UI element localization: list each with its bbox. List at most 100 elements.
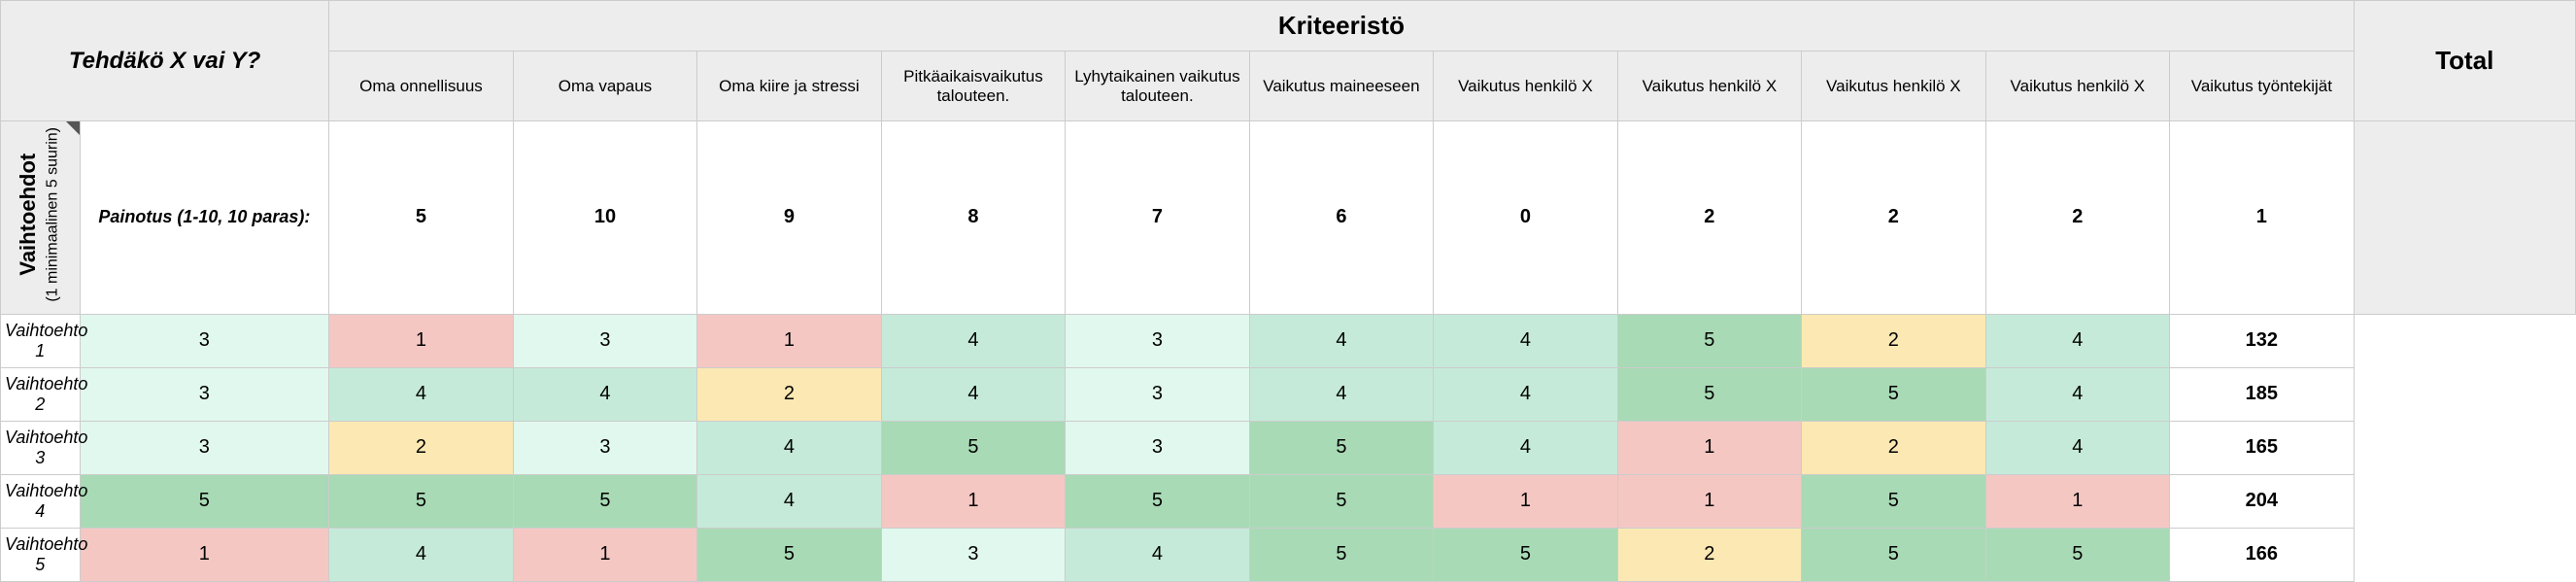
score-cell: 3: [1066, 367, 1249, 421]
score-cell: 4: [1985, 367, 2169, 421]
score-cell: 2: [1617, 528, 1801, 581]
option-row: Vaihtoehto 514153455255166: [1, 528, 2576, 581]
score-cell: 3: [1066, 314, 1249, 367]
weight-4: 7: [1066, 121, 1249, 315]
option-total: 165: [2170, 421, 2355, 474]
score-cell: 4: [1985, 314, 2169, 367]
score-cell: 3: [513, 421, 696, 474]
side-sub-text: (1 minimaalinen 5 suurin): [44, 127, 60, 302]
weight-9: 2: [1985, 121, 2169, 315]
score-cell: 1: [881, 474, 1065, 528]
score-cell: 5: [1249, 421, 1433, 474]
option-total: 166: [2170, 528, 2355, 581]
score-cell: 1: [1434, 474, 1617, 528]
score-cell: 3: [513, 314, 696, 367]
total-header: Total: [2354, 1, 2575, 121]
criteria-title: Kriteeristö: [329, 1, 2354, 51]
weight-6: 0: [1434, 121, 1617, 315]
score-cell: 2: [329, 421, 513, 474]
score-cell: 1: [329, 314, 513, 367]
score-cell: 1: [1617, 474, 1801, 528]
score-cell: 3: [1066, 421, 1249, 474]
score-cell: 4: [1985, 421, 2169, 474]
weight-10: 1: [2170, 121, 2355, 315]
score-cell: 5: [1249, 474, 1433, 528]
score-cell: 5: [1249, 528, 1433, 581]
criteria-col-7: Vaikutus henkilö X: [1617, 51, 1801, 121]
weight-7: 2: [1617, 121, 1801, 315]
weights-total-blank: [2354, 121, 2575, 315]
score-cell: 3: [80, 421, 329, 474]
score-cell: 5: [881, 421, 1065, 474]
score-cell: 3: [881, 528, 1065, 581]
criteria-col-3: Pitkäaikaisvaikutus talouteen.: [881, 51, 1065, 121]
question-header: Tehdäkö X vai Y?: [1, 1, 329, 121]
score-cell: 5: [329, 474, 513, 528]
score-cell: 4: [1066, 528, 1249, 581]
score-cell: 4: [1249, 367, 1433, 421]
score-cell: 2: [697, 367, 881, 421]
criteria-col-6: Vaikutus henkilö X: [1434, 51, 1617, 121]
weight-5: 6: [1249, 121, 1433, 315]
score-cell: 1: [513, 528, 696, 581]
option-row: Vaihtoehto 131314344524132: [1, 314, 2576, 367]
option-label: Vaihtoehto 5: [1, 528, 81, 581]
score-cell: 5: [513, 474, 696, 528]
score-cell: 3: [80, 314, 329, 367]
option-row: Vaihtoehto 332345354124165: [1, 421, 2576, 474]
weight-8: 2: [1802, 121, 1985, 315]
side-main-text: Vaihtoehdot: [16, 154, 40, 276]
score-cell: 5: [80, 474, 329, 528]
score-cell: 5: [1617, 314, 1801, 367]
weight-0: 5: [329, 121, 513, 315]
decision-matrix-table: Tehdäkö X vai Y? Kriteeristö Total Oma o…: [0, 0, 2576, 582]
criteria-col-9: Vaikutus henkilö X: [1985, 51, 2169, 121]
score-cell: 1: [697, 314, 881, 367]
option-label: Vaihtoehto 4: [1, 474, 81, 528]
option-total: 132: [2170, 314, 2355, 367]
score-cell: 5: [697, 528, 881, 581]
score-cell: 4: [513, 367, 696, 421]
score-cell: 4: [697, 474, 881, 528]
weight-1: 10: [513, 121, 696, 315]
score-cell: 1: [80, 528, 329, 581]
criteria-col-4: Lyhytaikainen vaikutus talouteen.: [1066, 51, 1249, 121]
score-cell: 4: [697, 421, 881, 474]
score-cell: 1: [1617, 421, 1801, 474]
score-cell: 4: [1249, 314, 1433, 367]
weight-2: 9: [697, 121, 881, 315]
score-cell: 4: [881, 314, 1065, 367]
option-total: 185: [2170, 367, 2355, 421]
score-cell: 4: [881, 367, 1065, 421]
score-cell: 1: [1985, 474, 2169, 528]
score-cell: 5: [1617, 367, 1801, 421]
option-label: Vaihtoehto 2: [1, 367, 81, 421]
score-cell: 5: [1802, 528, 1985, 581]
score-cell: 3: [80, 367, 329, 421]
score-cell: 5: [1066, 474, 1249, 528]
score-cell: 2: [1802, 314, 1985, 367]
criteria-col-8: Vaikutus henkilö X: [1802, 51, 1985, 121]
options-side-label: Vaihtoehdot (1 minimaalinen 5 suurin): [1, 121, 81, 315]
score-cell: 4: [1434, 421, 1617, 474]
criteria-col-2: Oma kiire ja stressi: [697, 51, 881, 121]
score-cell: 4: [329, 367, 513, 421]
score-cell: 5: [1434, 528, 1617, 581]
option-row: Vaihtoehto 455541551151204: [1, 474, 2576, 528]
option-label: Vaihtoehto 3: [1, 421, 81, 474]
score-cell: 5: [1802, 367, 1985, 421]
criteria-col-0: Oma onnellisuus: [329, 51, 513, 121]
score-cell: 5: [1802, 474, 1985, 528]
criteria-col-1: Oma vapaus: [513, 51, 696, 121]
option-total: 204: [2170, 474, 2355, 528]
score-cell: 4: [1434, 367, 1617, 421]
score-cell: 5: [1985, 528, 2169, 581]
score-cell: 4: [1434, 314, 1617, 367]
option-row: Vaihtoehto 234424344554185: [1, 367, 2576, 421]
criteria-col-5: Vaikutus maineeseen: [1249, 51, 1433, 121]
criteria-col-10: Vaikutus työntekijät: [2170, 51, 2355, 121]
score-cell: 2: [1802, 421, 1985, 474]
weights-label: Painotus (1-10, 10 paras):: [80, 121, 329, 315]
score-cell: 4: [329, 528, 513, 581]
option-label: Vaihtoehto 1: [1, 314, 81, 367]
